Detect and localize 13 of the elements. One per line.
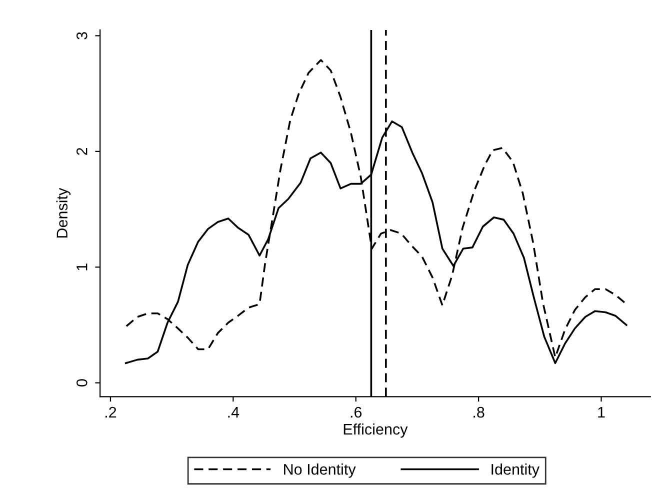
x-tick-label: .8 (474, 406, 484, 418)
y-tick-label: 3 (76, 32, 88, 40)
legend-label: No Identity (284, 464, 356, 478)
x-tick-label: 1 (598, 406, 605, 418)
y-axis-title: Density (56, 188, 71, 238)
x-tick-label: .6 (350, 406, 362, 418)
x-tick-label: .2 (106, 406, 116, 418)
y-tick-label: 0 (76, 379, 88, 386)
y-tick-label: 1 (76, 264, 88, 270)
legend-label: Identity (492, 464, 540, 478)
y-tick-label: 2 (76, 148, 88, 155)
x-tick-label: .4 (228, 406, 240, 418)
x-axis-title: Efficiency (344, 423, 408, 438)
